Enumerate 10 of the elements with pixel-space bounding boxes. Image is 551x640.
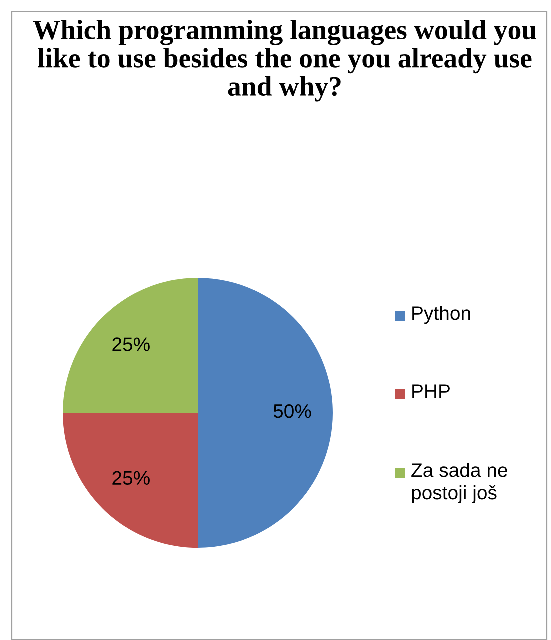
pie-slice xyxy=(63,278,198,413)
chart-title: Which programming languages would you like to use besides the one you already use and why? xyxy=(33,20,536,102)
legend-label: Za sada ne postoji još xyxy=(412,463,508,504)
legend-label: PHP xyxy=(412,384,450,398)
data-label: 50% xyxy=(274,404,312,418)
data-label: 25% xyxy=(112,338,150,352)
data-label: 25% xyxy=(112,471,150,486)
pie-slice xyxy=(63,413,198,548)
pie-slice xyxy=(198,278,333,548)
legend-label: Python xyxy=(412,306,470,324)
